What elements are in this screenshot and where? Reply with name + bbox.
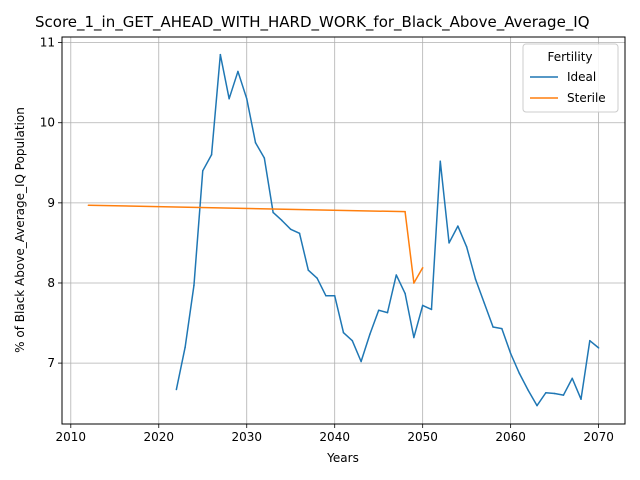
data-point-ideal (386, 311, 389, 314)
data-point-ideal (298, 232, 301, 235)
y-axis-ticks: 7 8 9 10 11 (40, 36, 62, 370)
data-point-ideal (527, 389, 529, 392)
plot-frame (61, 36, 626, 425)
data-point-ideal (281, 219, 283, 222)
data-point-ideal (184, 346, 186, 348)
x-tick-label: 2030 (231, 430, 262, 444)
data-point-ideal (333, 295, 336, 297)
data-point-ideal (210, 154, 213, 156)
y-tick-label: 11 (40, 36, 55, 50)
y-tick-label: 8 (47, 276, 55, 290)
data-point-ideal (448, 242, 450, 244)
data-point-ideal (245, 97, 248, 100)
data-point-ideal (228, 97, 230, 100)
y-tick-label: 10 (40, 116, 55, 130)
x-tick-label: 2020 (143, 430, 174, 444)
data-point-ideal (193, 284, 195, 287)
data-point-ideal (377, 309, 380, 311)
data-point-ideal (351, 339, 354, 342)
data-point-ideal (439, 160, 442, 162)
data-point-ideal (395, 274, 398, 276)
data-point-ideal (483, 302, 485, 304)
data-point-ideal (272, 211, 274, 214)
y-tick-label: 9 (47, 196, 55, 210)
data-point-ideal (430, 308, 433, 311)
chart-title: Score_1_in_GET_AHEAD_WITH_HARD_WORK_for_… (35, 13, 590, 32)
data-point-ideal (553, 392, 556, 395)
data-point-ideal (342, 331, 345, 334)
data-point-ideal (219, 53, 222, 56)
data-point-ideal (562, 394, 565, 396)
data-point-ideal (545, 392, 547, 394)
legend-label-sterile: Sterile (567, 91, 606, 105)
data-point-ideal (474, 278, 477, 280)
data-point-sterile (421, 267, 424, 269)
data-point-ideal (536, 404, 538, 407)
data-point-ideal (254, 142, 257, 144)
data-point-ideal (509, 352, 512, 355)
x-tick-label: 2070 (583, 430, 614, 444)
data-point-ideal (237, 70, 239, 73)
data-point-ideal (589, 339, 591, 342)
data-point-ideal (360, 360, 362, 363)
x-tick-label: 2040 (319, 430, 350, 444)
legend-box (522, 43, 619, 113)
y-tick-label: 7 (47, 356, 55, 370)
data-point-ideal (263, 157, 266, 159)
series-line-sterile (88, 204, 424, 284)
data-point-ideal (571, 377, 573, 380)
data-point-ideal (457, 225, 459, 227)
data-point-sterile (413, 282, 415, 284)
data-point-ideal (501, 327, 503, 330)
data-point-ideal (289, 228, 292, 231)
x-tick-label: 2050 (407, 430, 438, 444)
data-point-ideal (369, 333, 371, 336)
legend: Fertility Ideal Sterile (522, 43, 619, 113)
data-point-ideal (492, 326, 494, 328)
series-lines (87, 53, 600, 407)
data-point-ideal (404, 292, 406, 295)
data-point-ideal (325, 295, 327, 297)
data-point-ideal (202, 170, 204, 172)
data-point-ideal (316, 277, 318, 279)
data-point-ideal (518, 372, 521, 375)
data-point-ideal (465, 246, 468, 248)
data-point-ideal (580, 398, 582, 400)
legend-label-ideal: Ideal (567, 70, 596, 84)
x-axis-ticks: 2010 2020 2030 2040 2050 2060 2070 (56, 424, 614, 444)
data-point-ideal (413, 336, 415, 339)
x-tick-label: 2010 (56, 430, 87, 444)
data-point-ideal (421, 304, 424, 307)
data-point-ideal (597, 347, 600, 349)
data-point-sterile (404, 210, 406, 213)
legend-title: Fertility (547, 50, 592, 64)
x-tick-label: 2060 (495, 430, 526, 444)
data-point-ideal (307, 269, 310, 271)
y-axis-label: % of Black Above_Average_IQ Population (13, 107, 27, 353)
x-axis-label: Years (326, 451, 359, 465)
data-point-ideal (175, 388, 178, 391)
data-point-sterile (87, 204, 90, 207)
